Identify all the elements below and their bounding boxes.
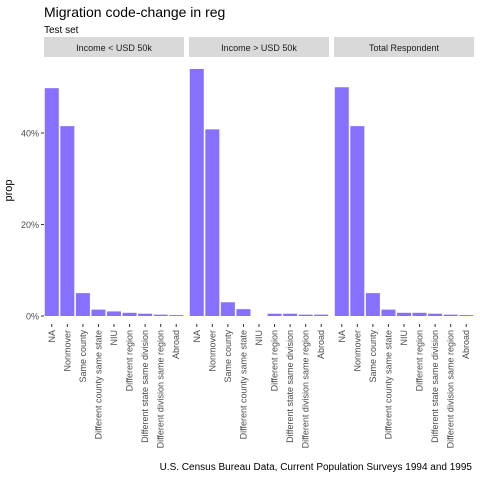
x-tick-label: Same county: [368, 330, 378, 383]
bar: [205, 129, 220, 316]
bar: [314, 314, 329, 316]
y-tick-label: 40%: [21, 129, 39, 139]
chart-caption: U.S. Census Bureau Data, Current Populat…: [159, 462, 472, 473]
bar: [220, 302, 235, 316]
x-tick-label: NA: [192, 330, 202, 343]
facet-label: Total Respondent: [369, 43, 440, 53]
x-tick-label: Abroad: [316, 330, 326, 359]
x-tick-label: Abroad: [461, 330, 471, 359]
x-tick-label: Same county: [78, 330, 88, 383]
x-tick-label: Nonmover: [62, 330, 72, 372]
bar: [334, 87, 349, 316]
bar: [138, 313, 153, 316]
facet-strip-total-respondent: [334, 37, 474, 57]
x-tick-label: Different region: [415, 330, 425, 391]
bar: [122, 312, 137, 316]
bar: [298, 314, 313, 316]
chart-title: Migration code-change in reg: [44, 4, 226, 20]
chart-subtitle: Test set: [44, 25, 79, 36]
bar: [44, 88, 59, 316]
x-tick-label: Nonmover: [352, 330, 362, 372]
bar: [365, 293, 380, 316]
x-tick-label: Different county same state: [238, 330, 248, 439]
x-tick-label: Different division same region: [301, 330, 311, 448]
bar: [283, 313, 298, 316]
bar: [60, 126, 75, 316]
y-tick-label: 0%: [26, 312, 39, 322]
x-tick-label: Abroad: [171, 330, 181, 359]
x-tick-label: Different county same state: [93, 330, 103, 439]
x-tick-label: Nonmover: [207, 330, 217, 372]
facet-label: Income < USD 50k: [76, 43, 152, 53]
bar: [236, 309, 251, 316]
facet-strip-income-usd-50k: [44, 37, 184, 57]
bar: [350, 126, 365, 316]
x-tick-label: Different region: [125, 330, 135, 391]
x-tick-label: NA: [337, 330, 347, 343]
bar: [267, 313, 282, 316]
x-tick-label: NIU: [399, 330, 409, 346]
bar: [412, 312, 427, 316]
x-tick-label: Different county same state: [383, 330, 393, 439]
x-tick-label: Different division same region: [446, 330, 456, 448]
x-tick-label: NIU: [254, 330, 264, 346]
bar: [459, 315, 474, 316]
bar: [107, 311, 121, 316]
bar: [397, 312, 411, 316]
x-tick-label: NA: [47, 330, 57, 343]
y-axis-label: prop: [3, 179, 15, 201]
x-tick-label: Different state same division: [140, 330, 150, 443]
bar: [169, 315, 184, 316]
x-tick-label: Different state same division: [285, 330, 295, 443]
y-tick-label: 20%: [21, 220, 39, 230]
bar: [381, 309, 396, 316]
x-tick-label: Same county: [223, 330, 233, 383]
facet-label: Income > USD 50k: [221, 43, 297, 53]
x-tick-label: Different state same division: [430, 330, 440, 443]
x-tick-label: NIU: [109, 330, 119, 346]
x-tick-label: Different region: [270, 330, 280, 391]
bar: [75, 293, 90, 316]
bar: [153, 314, 168, 316]
bar: [189, 68, 204, 316]
facet-strip-income-usd-50k: [189, 37, 329, 57]
bar: [443, 314, 458, 316]
x-tick-label: Different division same region: [156, 330, 166, 448]
bar: [91, 309, 106, 316]
bar: [428, 313, 443, 316]
